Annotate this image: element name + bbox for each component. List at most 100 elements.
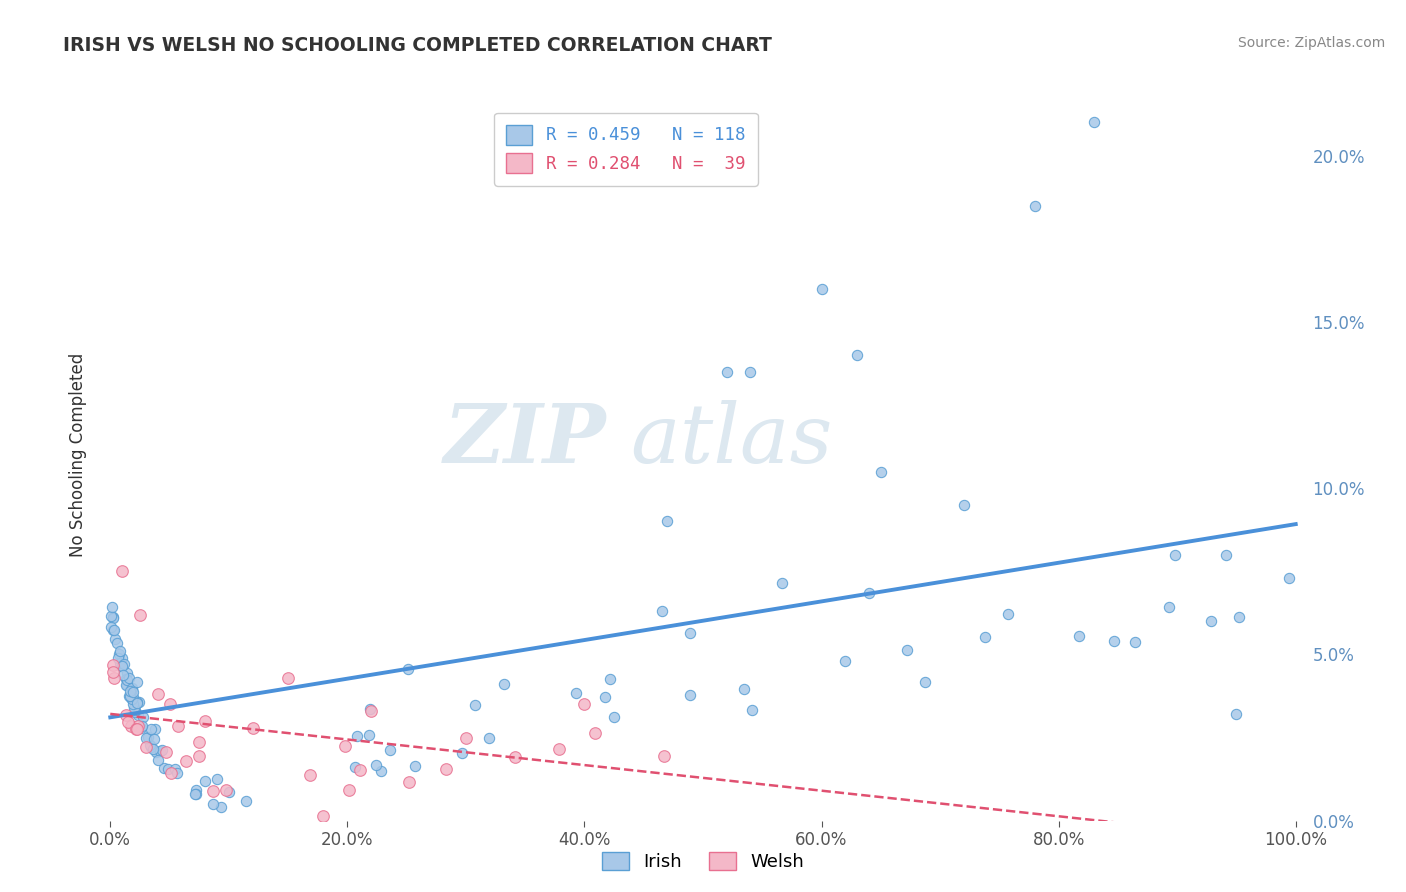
Point [108,656,131,670]
Point [396,661,419,675]
Point [333,739,356,753]
Point [124,706,146,720]
Point [159,698,181,712]
Point [478,731,501,745]
Point [651,604,673,618]
Point [103,624,125,638]
Point [138,730,160,744]
Point [115,708,138,723]
Point [108,644,131,658]
Point [115,672,138,686]
Legend: R = 0.459   N = 118, R = 0.284   N =  39: R = 0.459 N = 118, R = 0.284 N = 39 [494,112,758,186]
Point [124,700,146,714]
Text: IRISH VS WELSH NO SCHOOLING COMPLETED CORRELATION CHART: IRISH VS WELSH NO SCHOOLING COMPLETED CO… [63,36,772,54]
Point [583,726,606,740]
Point [166,719,188,733]
Point [153,761,176,775]
Point [129,607,152,622]
Point [834,654,856,668]
Point [115,673,138,687]
Point [218,785,240,799]
Point [741,703,763,717]
Point [337,782,360,797]
Point [1157,599,1180,614]
Point [118,684,141,698]
Point [124,703,146,717]
Point [112,657,135,672]
Point [138,739,160,753]
Point [125,674,148,689]
Point [101,665,124,680]
Point [107,650,129,665]
Point [1067,629,1090,643]
Point [125,722,148,736]
Point [1164,548,1187,562]
Point [277,671,299,685]
Point [160,765,183,780]
Point [101,599,124,614]
Point [157,762,180,776]
Point [118,690,141,704]
Point [349,763,371,777]
Point [104,632,127,646]
Point [679,688,702,702]
Point [366,757,388,772]
Point [120,691,142,706]
Legend: Irish, Welsh: Irish, Welsh [595,845,811,879]
Point [205,772,228,787]
Point [603,710,626,724]
Point [135,731,157,746]
Point [149,744,172,758]
Point [896,642,918,657]
Point [148,753,170,767]
Point [1102,634,1125,648]
Point [108,647,131,661]
Point [209,799,232,814]
Point [129,721,152,735]
Point [127,707,149,722]
Point [111,651,134,665]
Point [121,690,143,704]
Point [145,722,167,736]
Point [135,739,157,754]
Point [112,668,135,682]
Point [869,465,891,479]
Point [997,607,1019,621]
Point [242,721,264,735]
Point [1278,571,1301,585]
Point [299,767,322,781]
Point [434,762,457,776]
Point [1024,198,1046,212]
Point [166,766,188,780]
Point [117,714,139,729]
Point [143,732,166,747]
Point [974,630,997,644]
Point [378,742,401,756]
Point [359,702,381,716]
Point [188,734,211,748]
Point [100,608,122,623]
Point [101,658,124,673]
Point [1215,548,1237,562]
Point [101,611,124,625]
Point [202,797,225,812]
Point [770,576,793,591]
Point [103,671,125,685]
Point [174,754,197,768]
Point [124,722,146,736]
Point [1225,707,1247,722]
Text: Source: ZipAtlas.com: Source: ZipAtlas.com [1237,36,1385,50]
Point [657,515,679,529]
Point [132,710,155,724]
Point [150,743,173,757]
Point [101,623,124,637]
Point [117,678,139,692]
Point [858,586,880,600]
Point [100,620,122,634]
Point [398,774,420,789]
Point [194,773,217,788]
Point [846,348,869,362]
Point [114,678,136,692]
Point [194,714,217,728]
Point [360,704,382,718]
